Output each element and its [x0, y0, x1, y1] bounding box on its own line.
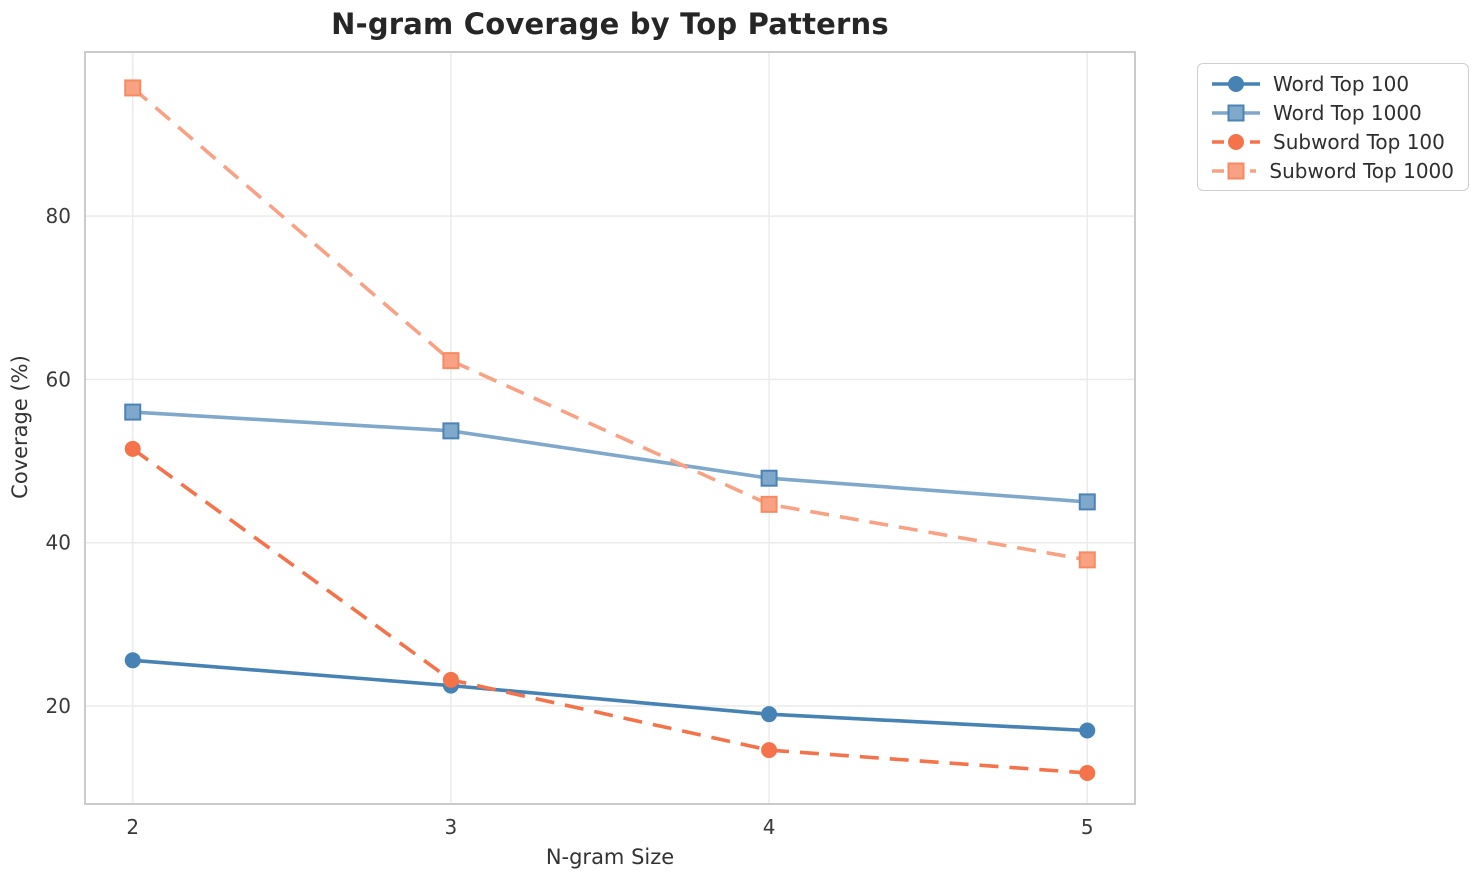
y-tick-label: 40	[46, 531, 71, 555]
legend-label: Subword Top 1000	[1269, 158, 1454, 183]
plot-border	[84, 51, 1136, 805]
legend-swatch-subword-top-1000	[1212, 162, 1257, 179]
x-tick-label: 2	[126, 815, 139, 839]
data-point-word-top-100	[124, 652, 141, 669]
legend: Word Top 100 Word Top 1000 Subword Top 100…	[1197, 63, 1469, 191]
data-point-subword-top-100	[442, 671, 459, 688]
x-axis-label: N-gram Size	[545, 845, 675, 869]
data-point-word-top-100	[761, 706, 778, 723]
data-point-subword-top-1000	[442, 352, 460, 370]
x-tick-label: 3	[445, 815, 458, 839]
data-point-subword-top-100	[761, 742, 778, 759]
legend-marker	[1227, 104, 1245, 121]
legend-item-subword-top-1000: Subword Top 1000	[1212, 159, 1454, 183]
chart-title: N-gram Coverage by Top Patterns	[331, 7, 889, 41]
series-line-word-top-1000	[132, 410, 1088, 504]
y-tick-label: 20	[46, 694, 71, 718]
data-point-subword-top-1000	[1078, 551, 1096, 569]
legend-label: Word Top 1000	[1273, 100, 1422, 125]
x-tick-label: 4	[763, 815, 776, 839]
x-tick-label: 5	[1081, 815, 1094, 839]
data-point-subword-top-100	[1079, 764, 1096, 781]
y-tick-label: 60	[46, 367, 71, 391]
legend-marker	[1228, 133, 1244, 150]
legend-swatch-word-top-100	[1212, 75, 1260, 92]
data-point-word-top-100	[1079, 722, 1096, 739]
legend-marker	[1227, 162, 1245, 179]
series-line-subword-top-1000	[131, 86, 1088, 562]
legend-marker	[1228, 75, 1244, 92]
data-point-subword-top-1000	[760, 495, 778, 513]
legend-item-word-top-100: Word Top 100	[1212, 72, 1454, 96]
legend-swatch-word-top-1000	[1212, 104, 1260, 121]
series-line-subword-top-100	[131, 447, 1088, 775]
data-point-word-top-1000	[442, 422, 460, 440]
data-point-subword-top-1000	[124, 79, 142, 97]
legend-swatch-subword-top-100	[1212, 133, 1260, 150]
y-tick-label: 80	[46, 204, 71, 228]
legend-label: Subword Top 100	[1273, 129, 1445, 154]
legend-item-subword-top-100: Subword Top 100	[1212, 130, 1454, 154]
data-point-word-top-1000	[1078, 493, 1096, 511]
data-point-word-top-1000	[760, 469, 778, 487]
legend-label: Word Top 100	[1273, 71, 1410, 96]
legend-item-word-top-1000: Word Top 1000	[1212, 101, 1454, 125]
data-point-subword-top-100	[124, 440, 141, 457]
series-line-word-top-100	[132, 658, 1088, 733]
data-point-word-top-1000	[124, 403, 142, 421]
